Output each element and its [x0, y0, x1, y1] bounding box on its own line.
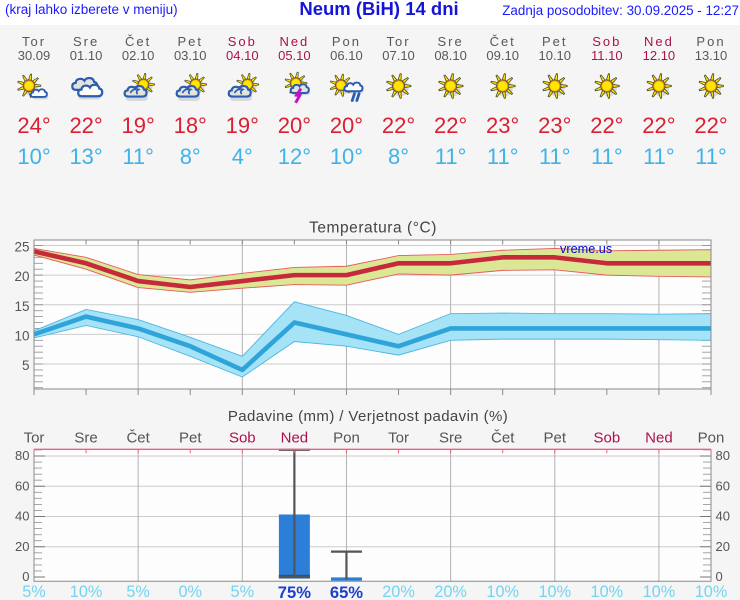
svg-text:Padavine (mm) / Verjetnost pad: Padavine (mm) / Verjetnost padavin (%): [228, 408, 508, 425]
svg-text:Temperatura (°C): Temperatura (°C): [309, 219, 437, 236]
svg-text:5: 5: [22, 358, 30, 373]
svg-text:20%: 20%: [382, 583, 415, 600]
svg-text:20: 20: [15, 539, 29, 554]
svg-text:Tor: Tor: [388, 430, 409, 447]
svg-text:0: 0: [716, 569, 723, 584]
svg-text:Sob: Sob: [593, 430, 620, 447]
svg-text:10%: 10%: [70, 583, 103, 600]
svg-text:Čet: Čet: [491, 430, 515, 447]
svg-text:80: 80: [15, 448, 29, 463]
svg-text:15: 15: [14, 299, 29, 314]
svg-text:60: 60: [15, 478, 29, 493]
svg-text:10%: 10%: [538, 583, 571, 600]
svg-text:20%: 20%: [434, 583, 467, 600]
svg-text:Čet: Čet: [126, 430, 150, 447]
svg-text:10%: 10%: [643, 583, 676, 600]
svg-text:20: 20: [716, 539, 730, 554]
svg-text:Tor: Tor: [24, 430, 45, 447]
svg-text:Sre: Sre: [74, 430, 97, 447]
svg-text:Sob: Sob: [229, 430, 256, 447]
svg-text:5%: 5%: [22, 583, 46, 600]
svg-text:5%: 5%: [126, 583, 150, 600]
svg-text:80: 80: [716, 448, 730, 463]
svg-text:65%: 65%: [330, 583, 363, 600]
svg-text:75%: 75%: [278, 583, 311, 600]
svg-text:vreme.us: vreme.us: [560, 242, 612, 256]
svg-text:0: 0: [22, 569, 29, 584]
svg-text:5%: 5%: [231, 583, 255, 600]
svg-text:Pet: Pet: [179, 430, 202, 447]
svg-text:Ned: Ned: [645, 430, 673, 447]
svg-text:10%: 10%: [695, 583, 728, 600]
svg-text:10: 10: [14, 328, 29, 343]
svg-text:0%: 0%: [178, 583, 202, 600]
svg-text:Pet: Pet: [544, 430, 567, 447]
svg-text:60: 60: [716, 478, 730, 493]
svg-text:20: 20: [14, 269, 29, 284]
svg-text:40: 40: [15, 509, 29, 524]
svg-text:10%: 10%: [486, 583, 519, 600]
svg-text:Ned: Ned: [281, 430, 309, 447]
svg-text:Sre: Sre: [439, 430, 462, 447]
svg-text:Pon: Pon: [333, 430, 360, 447]
svg-text:10%: 10%: [591, 583, 624, 600]
svg-text:40: 40: [716, 509, 730, 524]
svg-text:Pon: Pon: [698, 430, 725, 447]
svg-text:25: 25: [14, 240, 29, 255]
